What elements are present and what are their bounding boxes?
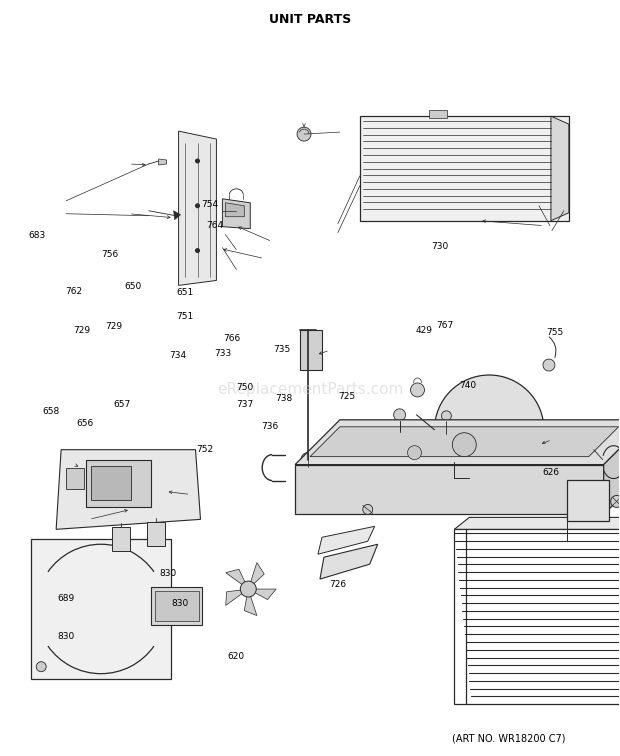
Circle shape <box>195 249 200 253</box>
Bar <box>345 460 365 473</box>
Bar <box>517 479 531 494</box>
Text: 754: 754 <box>201 200 218 209</box>
Bar <box>151 587 203 625</box>
Circle shape <box>435 375 544 485</box>
Polygon shape <box>454 517 620 529</box>
Polygon shape <box>248 562 264 589</box>
Circle shape <box>543 359 555 371</box>
Polygon shape <box>179 131 216 286</box>
Text: 658: 658 <box>42 407 60 417</box>
Text: 650: 650 <box>124 282 141 290</box>
Text: (ART NO. WR18200 C7): (ART NO. WR18200 C7) <box>453 733 566 743</box>
Polygon shape <box>320 544 378 579</box>
Bar <box>340 454 370 479</box>
Text: 657: 657 <box>113 400 130 409</box>
Circle shape <box>297 127 311 141</box>
Bar <box>66 468 84 489</box>
Polygon shape <box>318 526 374 554</box>
Polygon shape <box>604 420 620 514</box>
Polygon shape <box>295 465 604 514</box>
Bar <box>147 522 165 547</box>
Text: 734: 734 <box>169 351 186 360</box>
Polygon shape <box>248 589 276 600</box>
Ellipse shape <box>389 437 404 446</box>
Text: 726: 726 <box>329 581 347 590</box>
Polygon shape <box>310 427 619 457</box>
Polygon shape <box>223 199 250 228</box>
Text: 689: 689 <box>58 594 75 603</box>
Bar <box>91 466 131 500</box>
Text: 733: 733 <box>214 349 231 358</box>
Bar <box>430 110 448 118</box>
Text: 740: 740 <box>459 381 476 390</box>
Polygon shape <box>244 589 257 615</box>
Text: 750: 750 <box>237 383 254 392</box>
Circle shape <box>36 662 46 671</box>
Circle shape <box>394 409 405 421</box>
Ellipse shape <box>361 451 378 465</box>
Text: 736: 736 <box>261 423 278 432</box>
Text: 764: 764 <box>206 222 223 231</box>
Text: 725: 725 <box>339 392 356 401</box>
Bar <box>155 591 198 621</box>
Bar <box>31 539 171 679</box>
Bar <box>112 528 130 551</box>
Text: 735: 735 <box>273 345 291 354</box>
Text: 730: 730 <box>431 242 448 251</box>
Text: 737: 737 <box>237 400 254 409</box>
Text: 626: 626 <box>542 467 559 476</box>
Bar <box>448 479 461 494</box>
Text: 762: 762 <box>66 287 83 296</box>
Polygon shape <box>551 116 569 221</box>
Text: eReplacementParts.com: eReplacementParts.com <box>217 383 403 398</box>
Circle shape <box>410 383 425 397</box>
Bar <box>567 479 609 522</box>
Circle shape <box>441 411 451 421</box>
Circle shape <box>363 504 373 514</box>
Text: 755: 755 <box>546 328 563 337</box>
Circle shape <box>195 159 200 163</box>
Bar <box>370 473 386 484</box>
Polygon shape <box>295 420 620 465</box>
Text: 751: 751 <box>177 311 194 321</box>
Bar <box>300 330 322 370</box>
Text: 651: 651 <box>177 289 194 297</box>
Text: 729: 729 <box>105 322 122 331</box>
Bar <box>86 460 151 507</box>
Circle shape <box>195 204 200 208</box>
Text: 752: 752 <box>197 445 214 454</box>
Text: 738: 738 <box>275 394 293 403</box>
Bar <box>454 529 620 704</box>
Text: 429: 429 <box>415 326 433 335</box>
Circle shape <box>611 495 620 507</box>
Text: 756: 756 <box>101 250 118 259</box>
Polygon shape <box>56 450 200 529</box>
Polygon shape <box>174 211 180 220</box>
Text: 766: 766 <box>223 333 240 342</box>
Text: 683: 683 <box>29 231 46 240</box>
Circle shape <box>241 581 256 597</box>
Bar <box>482 479 496 494</box>
Circle shape <box>407 446 422 460</box>
Text: 830: 830 <box>159 569 177 578</box>
Polygon shape <box>226 203 244 217</box>
Text: 830: 830 <box>58 632 75 640</box>
Bar <box>360 116 569 221</box>
Text: 656: 656 <box>76 419 94 428</box>
Polygon shape <box>226 589 248 606</box>
Text: UNIT PARTS: UNIT PARTS <box>269 13 351 26</box>
Polygon shape <box>159 159 167 165</box>
Circle shape <box>453 432 476 457</box>
Text: 729: 729 <box>73 326 90 335</box>
Polygon shape <box>226 569 248 589</box>
Text: 830: 830 <box>172 600 189 609</box>
Text: 767: 767 <box>436 321 453 330</box>
Text: 620: 620 <box>228 652 244 661</box>
